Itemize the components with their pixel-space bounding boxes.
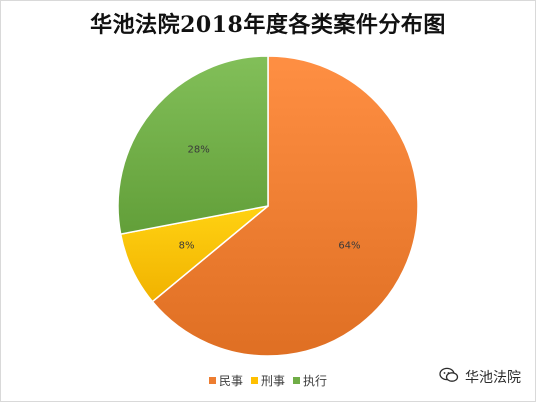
chart-title: 华池法院2018年度各类案件分布图 [90,12,446,38]
pie-labels: 64% 8% 28% [179,145,361,252]
pie-slices [117,55,419,357]
pie-slice-3 [117,55,269,235]
legend-swatch [250,377,258,384]
legend-label: 执行 [303,374,328,388]
legend-label: 刑事 [260,374,285,388]
data-label-2: 8% [179,240,195,251]
legend-item-3: 执行 [293,372,327,389]
wechat-icon [439,367,459,387]
data-label-3: 28% [188,145,210,156]
legend-item-1: 民事 [208,372,243,389]
data-label-1: 64% [338,240,360,251]
legend: 民事 刑事 执行 [1,372,535,389]
legend-label: 民事 [218,374,243,388]
legend-item-2: 刑事 [250,372,285,389]
watermark: 华池法院 [439,367,521,387]
legend-swatch [208,377,216,384]
pie-slice-1 [151,55,419,357]
legend-swatch [293,377,300,384]
watermark-text: 华池法院 [465,370,521,386]
